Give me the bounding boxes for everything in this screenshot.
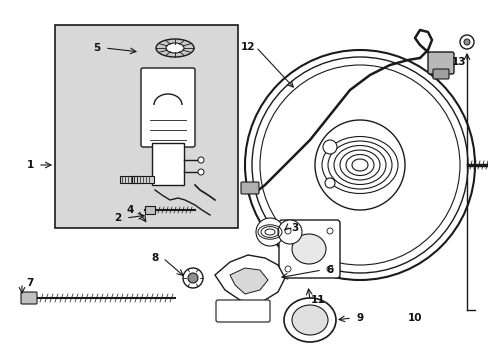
Ellipse shape bbox=[291, 234, 325, 264]
Circle shape bbox=[262, 224, 278, 240]
Circle shape bbox=[260, 65, 459, 265]
Circle shape bbox=[326, 228, 332, 234]
Circle shape bbox=[198, 157, 203, 163]
Ellipse shape bbox=[284, 298, 335, 342]
Circle shape bbox=[285, 266, 290, 272]
Text: 13: 13 bbox=[451, 57, 465, 67]
Text: 6: 6 bbox=[325, 265, 333, 275]
Text: 1: 1 bbox=[26, 160, 34, 170]
Circle shape bbox=[314, 120, 404, 210]
Text: 10: 10 bbox=[407, 313, 421, 323]
Circle shape bbox=[323, 140, 336, 154]
Circle shape bbox=[278, 220, 302, 244]
Ellipse shape bbox=[156, 39, 194, 57]
Circle shape bbox=[459, 35, 473, 49]
Text: 5: 5 bbox=[93, 43, 101, 53]
Circle shape bbox=[183, 268, 203, 288]
Bar bbox=[55, 25, 238, 228]
Bar bbox=[120, 176, 142, 183]
Text: 9: 9 bbox=[356, 313, 363, 323]
Ellipse shape bbox=[291, 305, 327, 335]
Text: 12: 12 bbox=[240, 42, 255, 52]
Text: 3: 3 bbox=[291, 223, 298, 233]
FancyBboxPatch shape bbox=[216, 300, 269, 322]
Text: 4: 4 bbox=[126, 205, 133, 215]
FancyBboxPatch shape bbox=[141, 68, 195, 147]
Circle shape bbox=[285, 228, 290, 234]
Circle shape bbox=[326, 266, 332, 272]
Circle shape bbox=[251, 57, 467, 273]
Bar bbox=[152, 143, 183, 185]
Circle shape bbox=[283, 225, 296, 239]
FancyBboxPatch shape bbox=[279, 220, 339, 278]
Ellipse shape bbox=[165, 43, 183, 53]
FancyBboxPatch shape bbox=[427, 52, 453, 74]
Text: 7: 7 bbox=[26, 278, 34, 288]
Circle shape bbox=[187, 273, 198, 283]
Circle shape bbox=[256, 218, 284, 246]
Bar bbox=[145, 206, 155, 214]
Circle shape bbox=[198, 169, 203, 175]
Text: 11: 11 bbox=[310, 295, 325, 305]
Text: 2: 2 bbox=[114, 213, 122, 223]
Polygon shape bbox=[229, 268, 267, 294]
Polygon shape bbox=[215, 255, 285, 305]
Text: 8: 8 bbox=[151, 253, 158, 263]
FancyBboxPatch shape bbox=[21, 292, 37, 304]
Circle shape bbox=[463, 39, 469, 45]
Circle shape bbox=[325, 178, 334, 188]
FancyBboxPatch shape bbox=[432, 69, 448, 79]
FancyBboxPatch shape bbox=[241, 182, 259, 194]
Bar bbox=[132, 176, 154, 183]
Circle shape bbox=[244, 50, 474, 280]
